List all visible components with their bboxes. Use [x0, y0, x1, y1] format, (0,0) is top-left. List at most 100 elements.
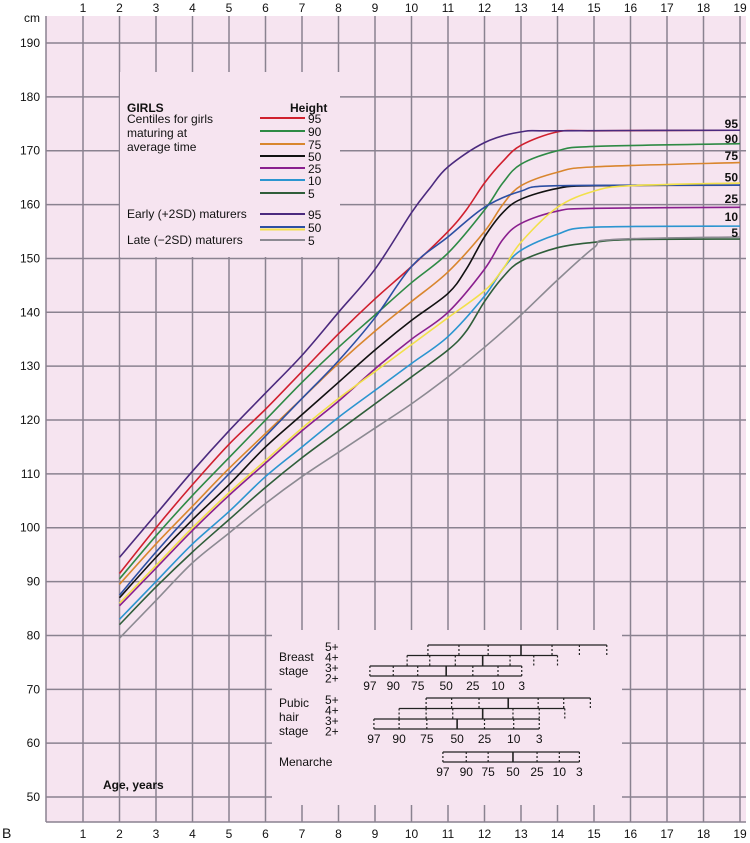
y-tick-label: 60 — [27, 736, 41, 750]
y-tick-label: 130 — [20, 359, 40, 373]
stage-percentile-label: 97 — [363, 679, 377, 693]
x-tick-label-bottom: 18 — [697, 827, 711, 841]
stage-percentile-label: 3 — [518, 679, 525, 693]
x-tick-label-top: 7 — [299, 1, 306, 15]
y-tick-label: 140 — [20, 305, 40, 319]
stage-group-label: Breast — [279, 650, 314, 664]
stage-percentile-label: 97 — [367, 732, 381, 746]
legend-label-late-5: 5 — [308, 234, 315, 248]
end-label-centile: 95 — [725, 117, 739, 131]
measure-label: Height — [290, 101, 327, 115]
stage-group-label: stage — [279, 724, 309, 738]
stage-percentile-label: 50 — [506, 765, 520, 779]
stage-percentile-label: 75 — [420, 732, 434, 746]
stages-panel — [272, 630, 622, 805]
y-tick-label: 190 — [20, 36, 40, 50]
axis-ticks: 1122334455667788991010111112121313141415… — [20, 1, 747, 841]
y-tick-label: 80 — [27, 628, 41, 642]
curve-average-75 — [118, 161, 741, 585]
curves — [118, 129, 741, 639]
curve-early-95 — [118, 129, 741, 558]
x-tick-label-bottom: 3 — [153, 827, 160, 841]
stage-group-label: Pubic — [279, 696, 309, 710]
legend-caption-line: average time — [127, 140, 197, 154]
x-tick-label-top: 17 — [660, 1, 674, 15]
stage-group-label: stage — [279, 664, 309, 678]
stage-percentile-label: 90 — [387, 679, 401, 693]
x-tick-label-top: 4 — [189, 1, 196, 15]
x-tick-label-bottom: 1 — [80, 827, 87, 841]
stage-percentile-label: 50 — [439, 679, 453, 693]
x-tick-label-top: 8 — [335, 1, 342, 15]
x-tick-label-bottom: 16 — [624, 827, 638, 841]
curve-late-5 — [118, 236, 741, 639]
x-tick-label-top: 18 — [697, 1, 711, 15]
x-tick-label-bottom: 11 — [442, 827, 455, 841]
end-label-centile: 75 — [725, 149, 739, 163]
stage-percentile-label: 3 — [576, 765, 583, 779]
x-tick-label-top: 2 — [116, 1, 123, 15]
stage-label: 4+ — [325, 651, 339, 665]
x-tick-label-top: 3 — [153, 1, 160, 15]
stage-group-label: hair — [279, 710, 299, 724]
x-tick-label-top: 13 — [514, 1, 528, 15]
legend-late-caption: Late (−2SD) maturers — [127, 233, 243, 247]
legend-panel — [120, 72, 340, 257]
x-tick-label-bottom: 9 — [372, 827, 379, 841]
end-label-centile: 10 — [725, 210, 739, 224]
curve-average-90 — [118, 142, 741, 580]
legend-early-caption: Early (+2SD) maturers — [127, 207, 247, 221]
legend-label-early-95: 95 — [308, 208, 322, 222]
stage-percentile-label: 10 — [491, 679, 505, 693]
chart-title: GIRLS — [127, 101, 164, 115]
y-tick-label: 50 — [27, 790, 41, 804]
legend-label-average-75: 75 — [308, 138, 322, 152]
x-tick-label-top: 15 — [587, 1, 601, 15]
stage-label: 3+ — [325, 661, 339, 675]
legend-label-average-10: 10 — [308, 174, 322, 188]
x-tick-label-top: 9 — [372, 1, 379, 15]
legend-label-average-50: 50 — [308, 150, 322, 164]
stage-label: 5+ — [325, 693, 339, 707]
stage-percentile-label: 25 — [478, 732, 492, 746]
curve-early-50 — [118, 184, 741, 596]
x-tick-label-bottom: 19 — [733, 827, 747, 841]
x-tick-label-bottom: 8 — [335, 827, 342, 841]
figure-letter: B — [2, 825, 11, 841]
legend-label-early-50: 50 — [308, 221, 322, 235]
y-tick-label: 170 — [20, 144, 40, 158]
x-tick-label-top: 16 — [624, 1, 638, 15]
y-tick-label: 100 — [20, 521, 40, 535]
x-tick-label-top: 1 — [80, 1, 87, 15]
x-tick-label-bottom: 7 — [299, 827, 306, 841]
stage-percentile-label: 10 — [553, 765, 567, 779]
legend-label-average-90: 90 — [308, 125, 322, 139]
end-label-centile: 90 — [725, 132, 739, 146]
x-tick-label-bottom: 13 — [514, 827, 528, 841]
legend-label-average-95: 95 — [308, 112, 322, 126]
x-tick-label-top: 19 — [733, 1, 747, 15]
y-tick-label: 180 — [20, 90, 40, 104]
x-axis-label: Age, years — [103, 778, 164, 792]
y-axis-unit: cm — [24, 11, 40, 25]
stage-label: 3+ — [325, 714, 339, 728]
end-label-centile: 50 — [725, 171, 739, 185]
y-tick-label: 70 — [27, 682, 41, 696]
x-tick-label-bottom: 4 — [189, 827, 196, 841]
stage-percentile-label: 25 — [466, 679, 480, 693]
stage-label: 4+ — [325, 704, 339, 718]
x-tick-label-bottom: 15 — [587, 827, 601, 841]
stage-percentile-label: 50 — [450, 732, 464, 746]
y-tick-label: 120 — [20, 413, 40, 427]
y-tick-label: 90 — [27, 575, 41, 589]
legend-caption-line: maturing at — [127, 126, 188, 140]
curve-late-50 — [118, 182, 741, 604]
curve-average-10 — [118, 225, 741, 620]
legend: Centiles for girls maturing at average t… — [127, 112, 322, 248]
legend-label-average-5: 5 — [308, 187, 315, 201]
curve-average-5 — [118, 238, 741, 626]
stage-label: 2+ — [325, 725, 339, 739]
curve-average-25 — [118, 206, 741, 607]
stage-percentile-label: 25 — [530, 765, 544, 779]
x-tick-label-top: 5 — [226, 1, 233, 15]
